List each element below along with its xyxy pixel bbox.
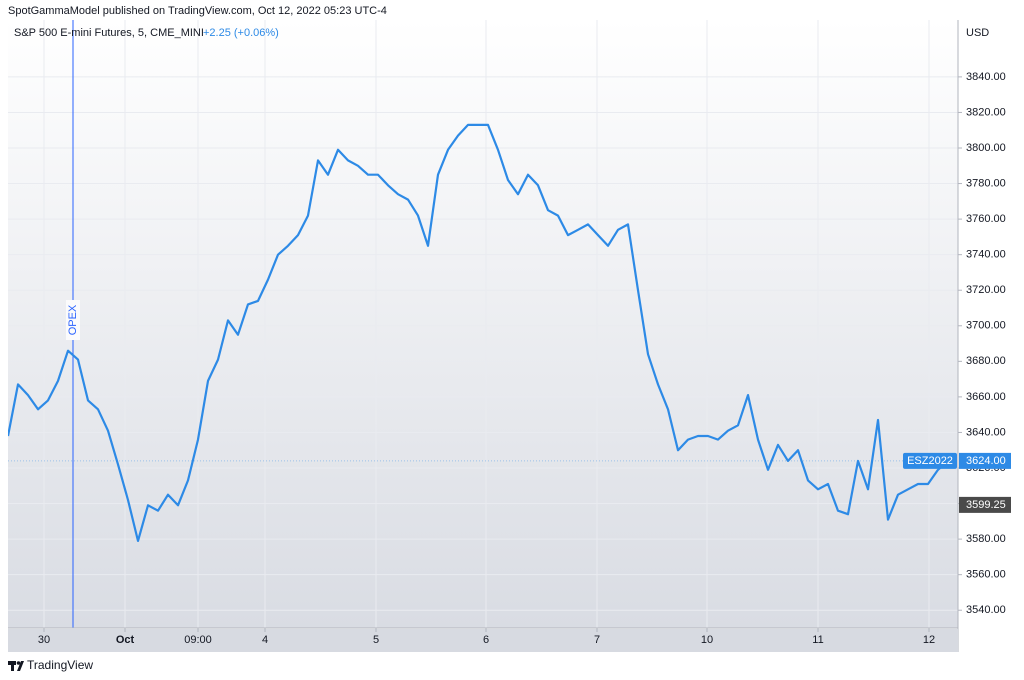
- last-price-tag: [959, 452, 1011, 469]
- marker-price-label: 3599.25: [966, 499, 1006, 511]
- x-tick-label: 30: [38, 634, 50, 646]
- y-tick-label: 3800.00: [966, 142, 1006, 154]
- y-tick-label: 3820.00: [966, 106, 1006, 118]
- y-tick-label: 3740.00: [966, 249, 1006, 261]
- series-name-tag: [903, 452, 957, 469]
- y-tick-label: 3720.00: [966, 284, 1006, 296]
- price-line: [8, 123, 949, 542]
- y-tick-label: 3660.00: [966, 391, 1006, 403]
- x-tick-label: 7: [594, 634, 600, 646]
- price-change: +2.25 (+0.06%): [203, 27, 279, 39]
- x-tick-label: 09:00: [184, 634, 212, 646]
- y-tick-label: 3640.00: [966, 426, 1006, 438]
- y-tick-label: 3840.00: [966, 71, 1006, 83]
- y-tick-label: 3780.00: [966, 177, 1006, 189]
- y-tick-label: 3760.00: [966, 213, 1006, 225]
- publish-header: SpotGammaModel published on TradingView.…: [8, 5, 387, 17]
- y-tick-label: 3560.00: [966, 569, 1006, 581]
- axes: 3540.003560.003580.003600.003620.003640.…: [8, 71, 1011, 646]
- y-tick-label: 3580.00: [966, 533, 1006, 545]
- x-tick-label: 5: [373, 634, 379, 646]
- time-axis-background: [8, 629, 958, 652]
- series-name: ESZ2022: [907, 455, 953, 467]
- x-tick-label: 4: [262, 634, 268, 646]
- annotation-label: OPEX: [67, 304, 79, 335]
- x-tick-label: 10: [701, 634, 713, 646]
- plot-background: [8, 20, 958, 628]
- last-price-label: 3624.00: [966, 455, 1006, 467]
- brand-name: TradingView: [27, 658, 93, 672]
- y-tick-label: 3700.00: [966, 320, 1006, 332]
- x-tick-label: 11: [812, 634, 823, 646]
- x-tick-label: Oct: [116, 634, 135, 646]
- x-tick-label: 6: [483, 634, 489, 646]
- currency: USD: [966, 27, 989, 39]
- grid: [8, 20, 958, 628]
- x-tick-label: 12: [923, 634, 935, 646]
- symbol-title: S&P 500 E-mini Futures, 5, CME_MINI: [14, 27, 204, 39]
- plot: OPEX: [8, 20, 949, 628]
- annotation-label-bg: [66, 300, 80, 340]
- y-tick-label: 3540.00: [966, 604, 1006, 616]
- marker-price-tag: [959, 496, 1011, 513]
- y-tick-label: 3680.00: [966, 355, 1006, 367]
- brand-logo: [8, 661, 24, 671]
